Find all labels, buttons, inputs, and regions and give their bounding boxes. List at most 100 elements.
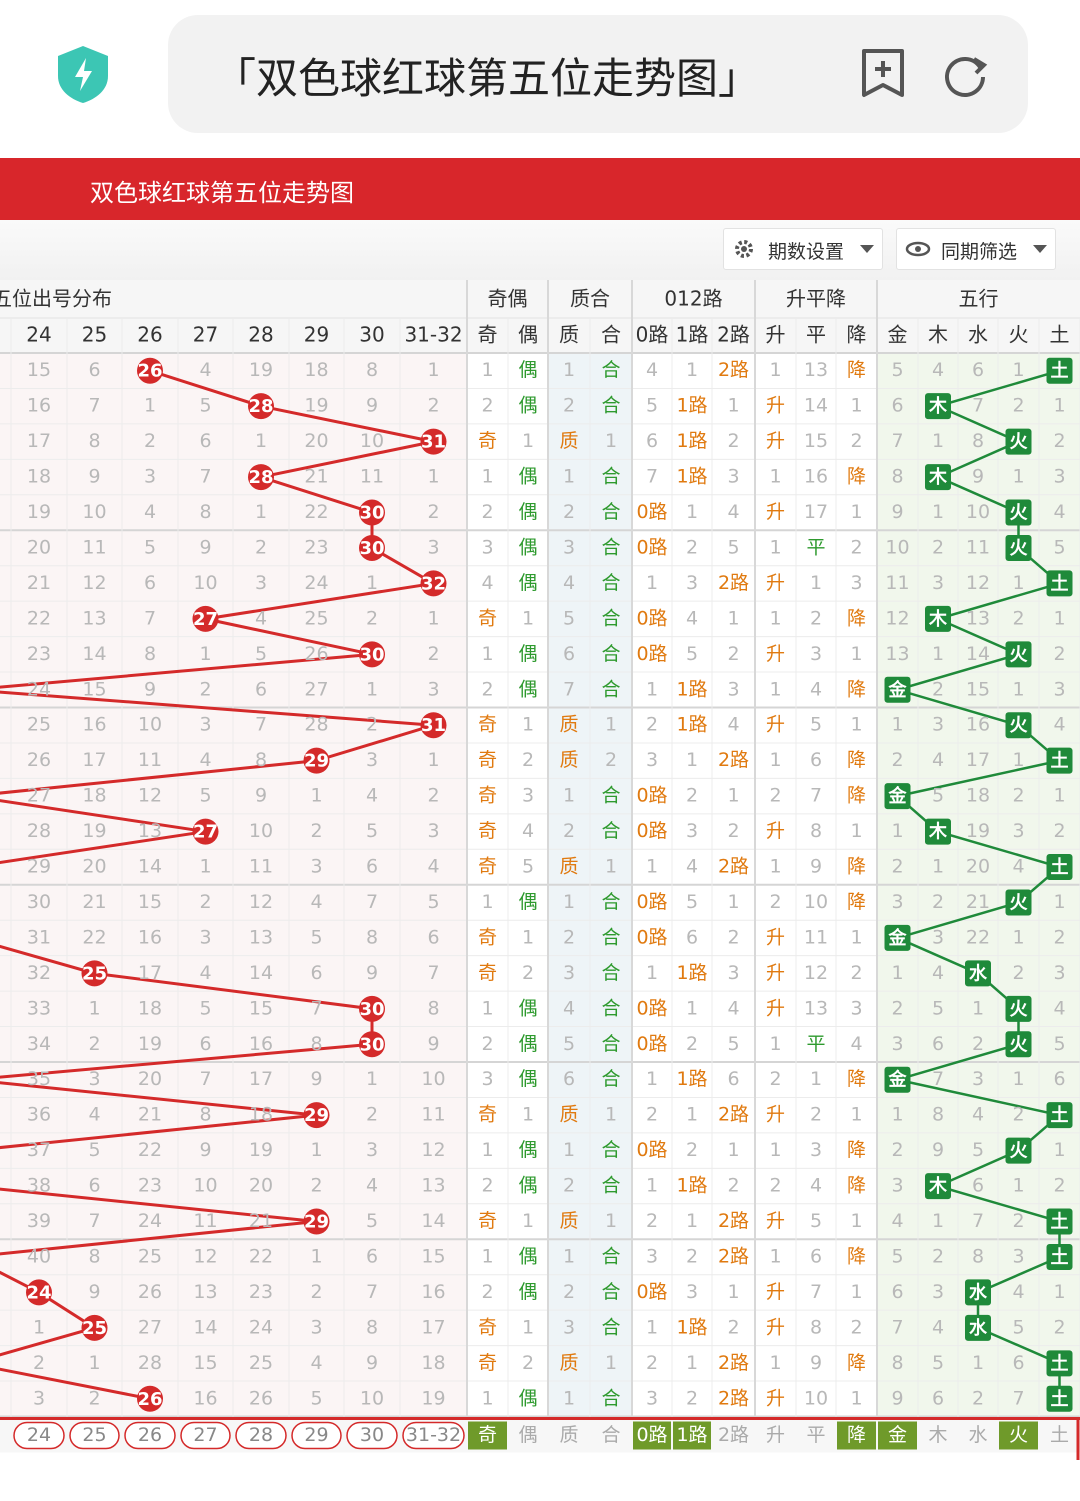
miss-count: 1 [932, 856, 944, 878]
miss-count: 24 [27, 678, 51, 700]
attr-hit: 降 [847, 1068, 866, 1090]
bookmark-icon[interactable] [858, 47, 908, 99]
attr-hit: 2路 [718, 749, 749, 771]
attr-hit: 合 [601, 926, 620, 948]
column-header: 31-32 [404, 323, 462, 347]
footer-pill [235, 1421, 287, 1450]
column-header: 金 [888, 323, 908, 347]
miss-count: 16 [804, 466, 828, 488]
miss-count: 1 [1012, 1068, 1024, 1090]
eye-icon [905, 241, 931, 257]
miss-count: 1 [1012, 1175, 1024, 1197]
miss-count: 4 [199, 359, 211, 381]
miss-count: 20 [304, 430, 328, 452]
ball-number: 30 [359, 503, 384, 524]
footer-label: 2路 [718, 1424, 749, 1446]
miss-count: 6 [810, 1245, 822, 1267]
miss-count: 2 [310, 1281, 322, 1303]
miss-count: 2 [481, 1033, 493, 1055]
miss-count: 3 [255, 572, 267, 594]
miss-count: 2 [88, 1033, 100, 1055]
ball-number: 30 [359, 538, 384, 559]
attr-hit: 0路 [636, 1033, 667, 1055]
attr-hit: 0路 [636, 607, 667, 629]
miss-count: 1 [310, 785, 322, 807]
gear-icon [735, 240, 753, 258]
miss-count: 1 [563, 1139, 575, 1161]
filter-button[interactable]: 同期筛选 [896, 228, 1056, 270]
miss-count: 6 [563, 643, 575, 665]
footer-selected [633, 1421, 671, 1450]
miss-count: 3 [932, 572, 944, 594]
attr-hit: 偶 [518, 1245, 537, 1267]
miss-count: 12 [138, 785, 162, 807]
miss-count: 1 [481, 1139, 493, 1161]
miss-count: 4 [727, 714, 739, 736]
miss-count: 3 [646, 1245, 658, 1267]
miss-count: 28 [27, 820, 51, 842]
miss-count: 7 [810, 1281, 822, 1303]
group-header: 奇偶 [488, 287, 528, 311]
miss-count: 9 [427, 1033, 439, 1055]
attr-hit: 2路 [718, 572, 749, 594]
footer-label: 偶 [518, 1424, 537, 1446]
miss-count: 6 [1012, 1352, 1024, 1374]
element-label: 金 [888, 927, 908, 949]
miss-count: 17 [82, 749, 106, 771]
period-button[interactable]: 期数设置 [723, 228, 883, 270]
attr-hit: 奇 [478, 1104, 497, 1126]
ball [81, 1314, 108, 1341]
caret [860, 245, 874, 253]
element-label: 火 [1010, 892, 1029, 913]
miss-count: 4 [1012, 1281, 1024, 1303]
miss-count: 17 [138, 962, 162, 984]
attr-hit: 合 [601, 891, 620, 913]
attr-hit: 降 [847, 1352, 866, 1374]
miss-count: 1 [686, 1210, 698, 1232]
miss-count: 39 [27, 1210, 51, 1232]
attr-hit: 偶 [518, 643, 537, 665]
miss-count: 35 [27, 1068, 51, 1090]
miss-count: 5 [522, 856, 534, 878]
miss-count: 11 [885, 572, 909, 594]
miss-count: 26 [138, 1281, 162, 1303]
element-box [925, 464, 951, 491]
miss-count: 1 [563, 891, 575, 913]
miss-count: 2 [686, 785, 698, 807]
miss-count: 32 [27, 962, 51, 984]
search-box[interactable]: 「双色球红球第五位走势图」 [168, 15, 1028, 133]
attr-hit: 降 [847, 785, 866, 807]
refresh-icon[interactable] [940, 49, 990, 99]
miss-count: 20 [966, 856, 990, 878]
miss-count: 19 [421, 1387, 445, 1409]
column-header: 木 [928, 323, 948, 347]
miss-count: 4 [850, 1033, 862, 1055]
attr-hit: 偶 [518, 1387, 537, 1409]
miss-count: 14 [138, 856, 162, 878]
ball [359, 641, 385, 668]
ball-number: 30 [359, 644, 384, 665]
miss-count: 3 [481, 1068, 493, 1090]
attr-hit: 偶 [518, 395, 537, 417]
miss-count: 2 [481, 678, 493, 700]
miss-count: 4 [88, 1104, 100, 1126]
miss-count: 25 [249, 1352, 273, 1374]
element-box [965, 1279, 991, 1306]
miss-count: 1 [686, 359, 698, 381]
miss-count: 1 [850, 395, 862, 417]
column-header: 0路 [636, 323, 669, 347]
miss-count: 17 [249, 1068, 273, 1090]
miss-count: 2 [563, 820, 575, 842]
miss-count: 5 [1012, 1316, 1024, 1338]
miss-count: 9 [932, 1139, 944, 1161]
miss-count: 2 [646, 714, 658, 736]
toolbar: 期数设置 同期筛选 [0, 220, 1080, 280]
attr-hit: 降 [847, 1245, 866, 1267]
miss-count: 2 [144, 430, 156, 452]
miss-count: 6 [255, 678, 267, 700]
miss-count: 13 [249, 926, 273, 948]
miss-count: 3 [686, 1281, 698, 1303]
miss-count: 1 [686, 749, 698, 771]
miss-count: 6 [310, 962, 322, 984]
footer-label: 降 [847, 1424, 866, 1446]
